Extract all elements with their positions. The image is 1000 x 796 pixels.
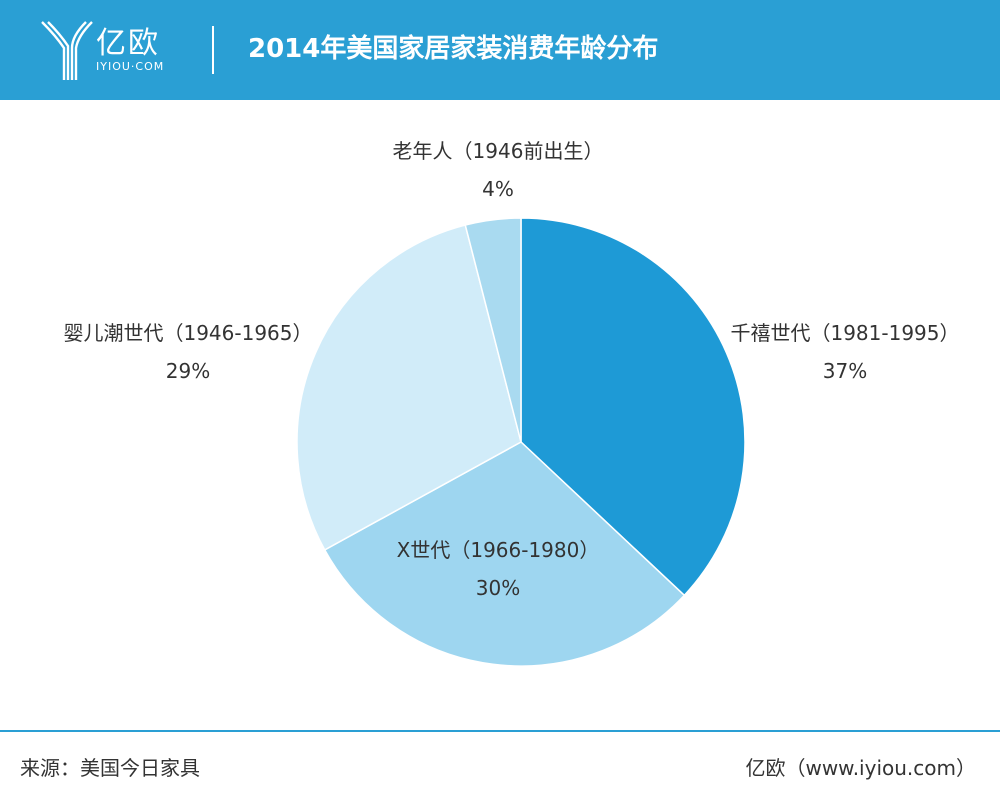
- slice-value-label-2: 29%: [166, 359, 210, 383]
- slice-label-0: 千禧世代（1981-1995）: [730, 321, 959, 345]
- pie-slice-1: [323, 441, 686, 667]
- yiou-logo-icon: [41, 21, 93, 80]
- footer-divider: [0, 730, 1000, 732]
- logo-text: 亿欧: [96, 26, 160, 61]
- header-divider: [212, 26, 214, 74]
- slice-value-label-1: 30%: [476, 576, 520, 600]
- pie-slice-0: [520, 217, 746, 597]
- pie-slice-3: [464, 217, 522, 443]
- page-title: 2014年美国家居家装消费年龄分布: [248, 34, 659, 64]
- pie-slice-2: [296, 224, 522, 551]
- header-banner: 亿欧 IYIOU·COM 2014年美国家居家装消费年龄分布: [0, 0, 1000, 100]
- pie-chart: 千禧世代（1981-1995） 37% X世代（1966-1980） 30% 婴儿潮世代…: [63, 139, 960, 667]
- slice-value-label-0: 37%: [823, 359, 867, 383]
- slice-label-1: X世代（1966-1980）: [397, 538, 600, 562]
- slice-label-3: 老年人（1946前出生）: [393, 139, 604, 163]
- logo-subtext: IYIOU·COM: [96, 60, 165, 73]
- slice-label-2: 婴儿潮世代（1946-1965）: [63, 321, 312, 345]
- source-note: 来源：美国今日家具: [20, 756, 200, 780]
- slice-value-label-3: 4%: [482, 177, 514, 201]
- credit-note: 亿欧（www.iyiou.com）: [745, 756, 976, 780]
